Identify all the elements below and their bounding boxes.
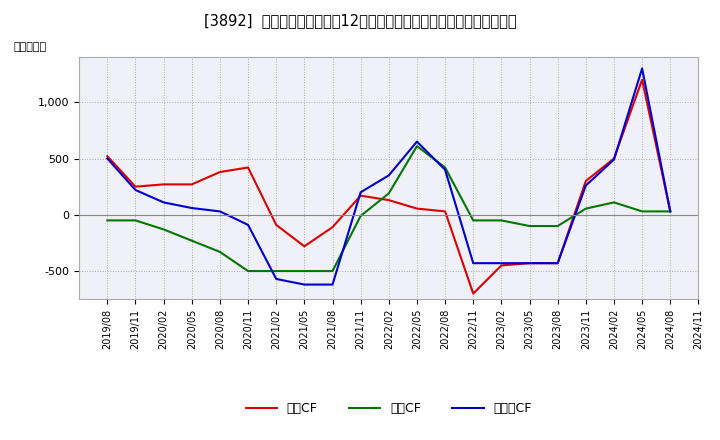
投資CF <box>441 165 449 170</box>
フリーCF <box>187 205 196 211</box>
Y-axis label: （百万円）: （百万円） <box>13 42 46 52</box>
Line: フリーCF: フリーCF <box>107 69 670 285</box>
投資CF <box>666 209 675 214</box>
営業CF <box>103 154 112 159</box>
フリーCF <box>554 260 562 266</box>
営業CF <box>469 291 477 296</box>
営業CF <box>441 209 449 214</box>
営業CF <box>131 184 140 189</box>
投資CF <box>582 206 590 211</box>
投資CF <box>159 227 168 232</box>
Line: 営業CF: 営業CF <box>107 80 670 293</box>
投資CF <box>187 238 196 243</box>
フリーCF <box>244 222 253 227</box>
投資CF <box>300 268 309 274</box>
営業CF <box>413 206 421 211</box>
フリーCF <box>638 66 647 71</box>
フリーCF <box>384 173 393 178</box>
フリーCF <box>159 200 168 205</box>
投資CF <box>610 200 618 205</box>
フリーCF <box>272 276 281 282</box>
フリーCF <box>497 260 505 266</box>
投資CF <box>413 143 421 149</box>
営業CF <box>582 178 590 183</box>
Line: 投資CF: 投資CF <box>107 146 670 271</box>
投資CF <box>497 218 505 223</box>
フリーCF <box>328 282 337 287</box>
営業CF <box>272 222 281 227</box>
投資CF <box>272 268 281 274</box>
営業CF <box>187 182 196 187</box>
フリーCF <box>413 139 421 144</box>
フリーCF <box>666 209 675 214</box>
投資CF <box>328 268 337 274</box>
投資CF <box>215 249 224 255</box>
営業CF <box>244 165 253 170</box>
フリーCF <box>103 156 112 161</box>
投資CF <box>244 268 253 274</box>
Legend: 営業CF, 投資CF, フリーCF: 営業CF, 投資CF, フリーCF <box>240 397 537 420</box>
フリーCF <box>441 167 449 172</box>
投資CF <box>469 218 477 223</box>
フリーCF <box>525 260 534 266</box>
営業CF <box>666 209 675 214</box>
営業CF <box>638 77 647 82</box>
営業CF <box>159 182 168 187</box>
投資CF <box>554 224 562 229</box>
営業CF <box>215 169 224 175</box>
営業CF <box>497 263 505 268</box>
営業CF <box>610 156 618 161</box>
フリーCF <box>582 183 590 188</box>
フリーCF <box>469 260 477 266</box>
投資CF <box>384 191 393 196</box>
投資CF <box>356 213 365 219</box>
営業CF <box>384 198 393 203</box>
フリーCF <box>215 209 224 214</box>
フリーCF <box>610 157 618 162</box>
フリーCF <box>356 190 365 195</box>
投資CF <box>525 224 534 229</box>
営業CF <box>300 244 309 249</box>
投資CF <box>131 218 140 223</box>
Text: [3892]  キャッシュフローの12か月移動合計の対前年同期増減額の推移: [3892] キャッシュフローの12か月移動合計の対前年同期増減額の推移 <box>204 13 516 28</box>
投資CF <box>638 209 647 214</box>
フリーCF <box>131 187 140 193</box>
営業CF <box>328 224 337 230</box>
投資CF <box>103 218 112 223</box>
営業CF <box>554 260 562 266</box>
営業CF <box>356 193 365 198</box>
フリーCF <box>300 282 309 287</box>
営業CF <box>525 260 534 266</box>
